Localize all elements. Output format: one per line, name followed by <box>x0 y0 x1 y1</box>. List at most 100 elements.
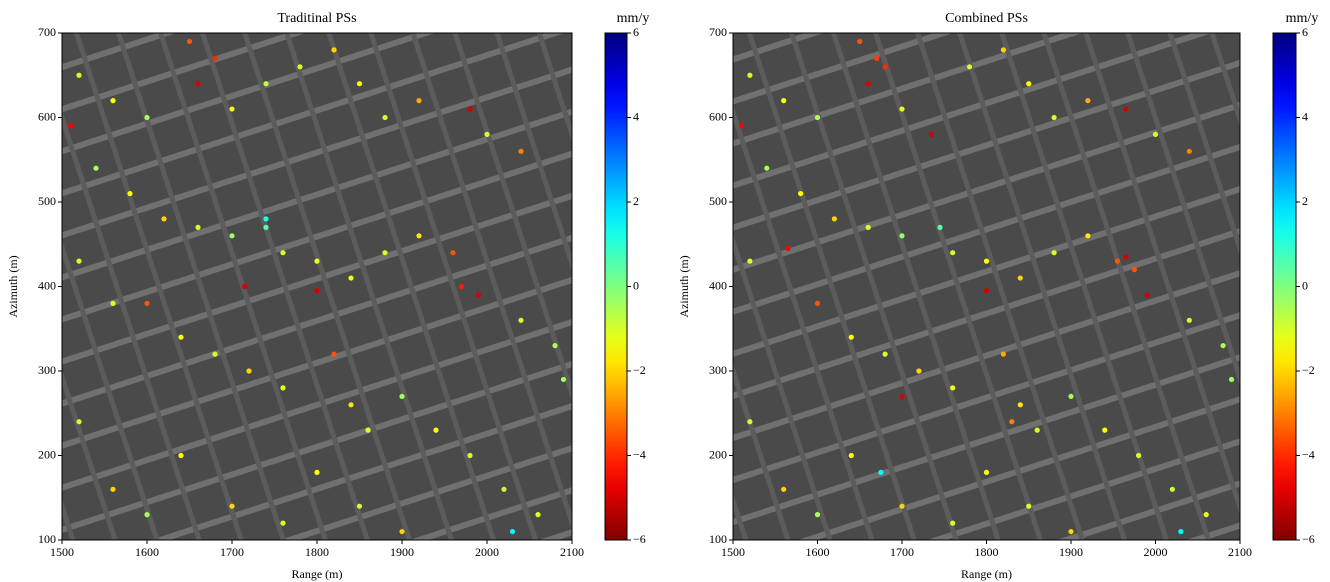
point <box>560 376 567 383</box>
point <box>331 47 337 53</box>
point <box>484 131 490 137</box>
point <box>916 368 922 374</box>
colorbar-tick-label: −4 <box>1302 447 1315 461</box>
chart-title: Traditinal PSs <box>277 11 356 26</box>
point <box>552 343 558 349</box>
point <box>1026 503 1032 509</box>
x-tick-label: 1600 <box>135 545 159 559</box>
point <box>509 528 516 535</box>
point <box>1102 427 1108 433</box>
x-tick-label: 1900 <box>1059 545 1083 559</box>
point <box>1017 275 1023 281</box>
point <box>1123 106 1129 112</box>
point <box>899 233 905 239</box>
point <box>1085 98 1091 104</box>
point <box>831 216 838 222</box>
point <box>382 250 388 256</box>
point <box>178 452 184 459</box>
point <box>747 419 753 425</box>
point <box>1228 376 1235 383</box>
colorbar-tick-label: 4 <box>1302 109 1308 123</box>
point <box>937 224 943 230</box>
y-tick-label: 300 <box>709 363 727 377</box>
point <box>857 38 863 45</box>
point <box>747 258 753 264</box>
point <box>356 81 363 87</box>
y-tick-label: 600 <box>709 109 727 123</box>
point <box>1017 402 1023 408</box>
y-tick-label: 700 <box>709 25 727 39</box>
point <box>518 148 524 154</box>
point <box>1220 343 1226 349</box>
point <box>229 233 235 239</box>
point <box>458 283 465 290</box>
point <box>518 317 524 323</box>
x-tick-label: 1800 <box>305 545 329 559</box>
point <box>144 512 150 518</box>
point <box>212 351 218 357</box>
point <box>928 131 935 137</box>
point <box>1144 292 1150 298</box>
point <box>93 165 99 171</box>
point <box>781 98 787 104</box>
colorbar-tick-label: −6 <box>1302 532 1315 546</box>
point <box>899 503 905 509</box>
point <box>865 81 871 87</box>
point <box>263 224 269 230</box>
y-tick-label: 300 <box>38 363 56 377</box>
colorbar-tick-label: 0 <box>633 278 639 292</box>
point <box>67 123 74 129</box>
colorbar <box>1272 32 1297 541</box>
point <box>475 292 482 298</box>
point <box>76 419 82 425</box>
point <box>878 469 884 475</box>
point <box>747 72 753 78</box>
point <box>280 250 286 256</box>
x-tick-label: 1600 <box>806 545 830 559</box>
point <box>1178 528 1184 535</box>
point <box>848 334 854 340</box>
colorbar-tick-label: −6 <box>633 532 646 546</box>
colorbar-label: mm/y <box>1286 11 1319 26</box>
x-tick-label: 1500 <box>50 545 74 559</box>
point <box>246 368 252 374</box>
point <box>1085 233 1091 239</box>
point <box>263 216 269 222</box>
point <box>76 258 82 264</box>
x-axis-label: Range (m) <box>292 567 343 581</box>
point <box>814 512 821 518</box>
point <box>798 190 804 197</box>
point <box>348 402 354 408</box>
point <box>1131 267 1137 273</box>
point <box>467 106 473 112</box>
point <box>1136 452 1142 459</box>
point <box>899 393 905 399</box>
x-axis-label: Range (m) <box>961 567 1012 581</box>
point <box>899 106 905 112</box>
point <box>738 123 745 129</box>
point <box>1009 419 1015 425</box>
x-tick-label: 1700 <box>220 545 244 559</box>
point <box>865 224 871 230</box>
y-tick-label: 500 <box>38 194 56 208</box>
point <box>1034 427 1040 433</box>
point <box>416 233 422 239</box>
colorbar-tick-label: 6 <box>1302 25 1308 39</box>
point <box>882 351 888 357</box>
y-tick-label: 400 <box>709 278 727 292</box>
point <box>229 503 235 509</box>
point <box>144 300 150 306</box>
point <box>950 520 956 526</box>
point <box>764 165 770 171</box>
colorbar-tick-label: −2 <box>633 363 646 377</box>
point <box>950 250 956 256</box>
point <box>314 288 320 294</box>
colorbar-tick-label: −4 <box>633 447 646 461</box>
point <box>297 64 303 70</box>
point <box>501 486 507 492</box>
point <box>814 300 821 306</box>
point <box>882 64 888 70</box>
background-image <box>62 33 572 540</box>
point <box>76 72 82 78</box>
point <box>110 98 116 104</box>
